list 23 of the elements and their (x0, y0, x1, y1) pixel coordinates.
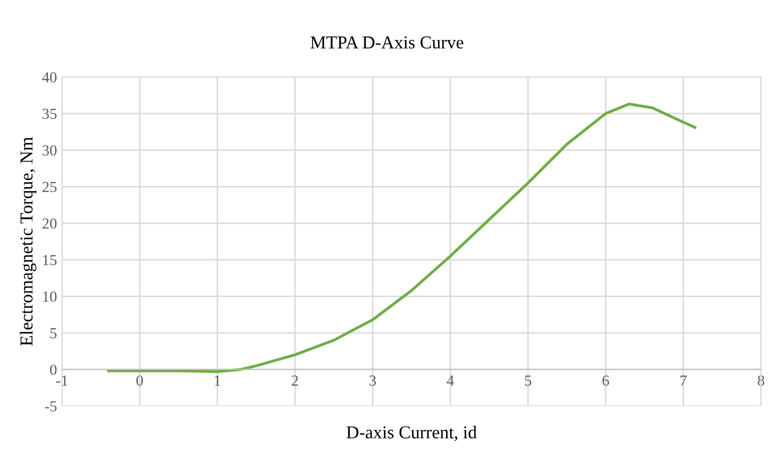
y-tick-label: 15 (43, 254, 57, 266)
y-tick-label: 40 (42, 72, 57, 82)
x-tick-label: 3 (370, 375, 376, 386)
x-tick-label: -1 (56, 376, 68, 386)
y-tick-label: 20 (42, 218, 57, 229)
x-tick-label: 5 (525, 376, 532, 386)
x-tick-label: 1 (214, 376, 220, 386)
y-tick-label: -5 (44, 401, 57, 412)
y-axis-title: Electromagnetic Torque, Nm (20, 137, 36, 346)
x-tick-label: 6 (602, 375, 610, 386)
y-tick-label: 35 (42, 108, 57, 120)
y-tick-label: 5 (50, 328, 57, 338)
chart-title: MTPA D-Axis Curve (310, 36, 464, 49)
y-tick-label: 10 (43, 291, 57, 302)
x-tick-label: 7 (680, 376, 687, 386)
y-tick-label: 0 (50, 364, 57, 375)
x-tick-label: 4 (446, 376, 454, 386)
y-tick-label: 30 (42, 145, 57, 156)
y-tick-label: 25 (42, 182, 57, 192)
x-tick-label: 2 (292, 375, 298, 386)
line-series (107, 102, 696, 374)
x-axis-title: D-axis Current, id (346, 426, 477, 442)
x-tick-label: 0 (136, 375, 143, 386)
